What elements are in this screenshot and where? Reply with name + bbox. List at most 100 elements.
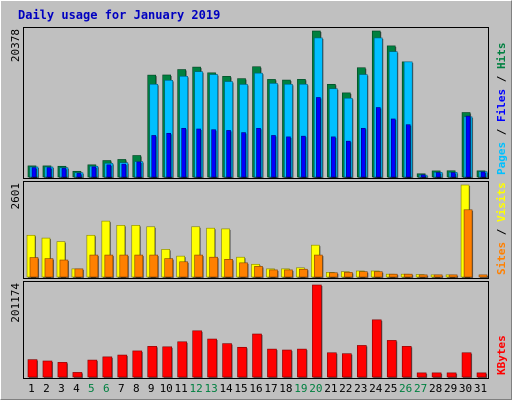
kbytes-bar: [476, 372, 487, 378]
panel-visits: [23, 181, 489, 279]
sites-bar: [418, 274, 428, 278]
files-bar: [106, 164, 112, 178]
files-bar: [360, 127, 366, 178]
x-tick-label: 20: [309, 382, 322, 395]
kbytes-bar: [312, 284, 322, 378]
kbytes-bar: [192, 330, 202, 378]
legend-kbytes: KBytes: [495, 335, 508, 375]
sites-bar: [149, 254, 159, 278]
files-bar: [465, 115, 471, 178]
x-tick-label: 27: [414, 382, 427, 395]
sites-bar: [284, 269, 293, 278]
x-tick-label: 13: [204, 382, 217, 395]
legend-text: Pages: [495, 142, 508, 175]
x-tick-label: 16: [249, 382, 262, 395]
files-bar: [91, 166, 97, 178]
sites-bar: [164, 258, 174, 278]
sites-bar: [329, 272, 338, 278]
kbytes-bar: [72, 372, 83, 378]
x-tick-label: 2: [43, 382, 50, 395]
kbytes-bar: [431, 372, 442, 378]
sites-bar: [104, 254, 114, 278]
files-bar: [181, 127, 186, 178]
kbytes-bar: [57, 362, 68, 378]
files-bar: [76, 173, 82, 178]
files-bar: [61, 168, 67, 178]
files-bar: [151, 135, 157, 178]
files-bar: [375, 107, 381, 178]
y-axis-max-label: 201174: [9, 283, 22, 323]
files-bar: [390, 118, 396, 178]
files-bar: [211, 129, 216, 178]
sites-bar: [463, 209, 473, 278]
kbytes-bar: [252, 333, 262, 378]
files-bar: [46, 167, 52, 178]
kbytes-bar: [162, 346, 173, 378]
files-bar: [420, 174, 426, 178]
x-tick-label: 11: [175, 382, 188, 395]
files-bar: [31, 167, 37, 178]
sites-bar: [134, 254, 144, 278]
kbytes-bar: [446, 372, 457, 378]
kbytes-bar: [147, 346, 158, 378]
sites-bar: [119, 254, 129, 278]
kbytes-bar: [267, 348, 277, 378]
files-bar: [271, 135, 276, 178]
kbytes-bar: [177, 341, 187, 378]
sites-bar: [224, 259, 233, 278]
kbytes-bar: [327, 352, 337, 378]
files-bar: [450, 172, 456, 178]
kbytes-bar: [237, 346, 247, 378]
files-bar: [301, 135, 306, 178]
sites-bar: [29, 257, 39, 278]
sites-bar: [179, 261, 188, 278]
legend-text: /: [495, 69, 508, 89]
sites-bar: [299, 268, 308, 278]
x-tick-label: 8: [133, 382, 140, 395]
x-tick-label: 25: [384, 382, 397, 395]
kbytes-bar: [386, 340, 397, 378]
kbytes-bar: [27, 359, 38, 378]
files-bar: [256, 127, 261, 178]
sites-bar: [358, 271, 368, 278]
legend-text: KBytes: [495, 335, 508, 375]
x-tick-label: 3: [58, 382, 65, 395]
legend-text: Files: [495, 89, 508, 122]
sites-bar: [403, 273, 413, 278]
x-tick-label: 15: [234, 382, 247, 395]
y-axis-max-label: 2601: [9, 183, 22, 210]
x-tick-label: 10: [160, 382, 173, 395]
files-bar: [286, 136, 291, 178]
kbytes-bar: [401, 346, 412, 378]
x-tick-label: 23: [354, 382, 367, 395]
x-tick-label: 6: [103, 382, 110, 395]
files-bar: [405, 124, 411, 178]
x-tick-label: 21: [324, 382, 337, 395]
x-tick-label: 18: [279, 382, 292, 395]
legend-text: /: [495, 222, 508, 242]
kbytes-bar: [87, 359, 98, 378]
x-tick-label: 9: [148, 382, 155, 395]
x-tick-label: 22: [339, 382, 352, 395]
files-bar: [226, 130, 231, 178]
x-tick-label: 4: [73, 382, 80, 395]
sites-bar: [344, 272, 353, 278]
files-bar: [121, 163, 127, 178]
sites-bar: [89, 254, 99, 278]
files-bar: [316, 97, 321, 178]
sites-bar: [254, 266, 263, 278]
files-bar: [346, 140, 351, 178]
x-tick-label: 19: [294, 382, 307, 395]
sites-bar: [448, 274, 458, 278]
files-bar: [196, 128, 201, 178]
sites-bar: [74, 268, 84, 278]
y-axis-max-label: 20378: [9, 29, 22, 62]
kbytes-bar: [282, 349, 292, 378]
kbytes-bar: [42, 360, 53, 378]
legend-text: /: [495, 122, 508, 142]
files-bar: [241, 132, 246, 178]
kbytes-bar: [117, 354, 128, 378]
files-bar: [136, 161, 142, 178]
chart-title: Daily usage for January 2019: [18, 8, 220, 22]
